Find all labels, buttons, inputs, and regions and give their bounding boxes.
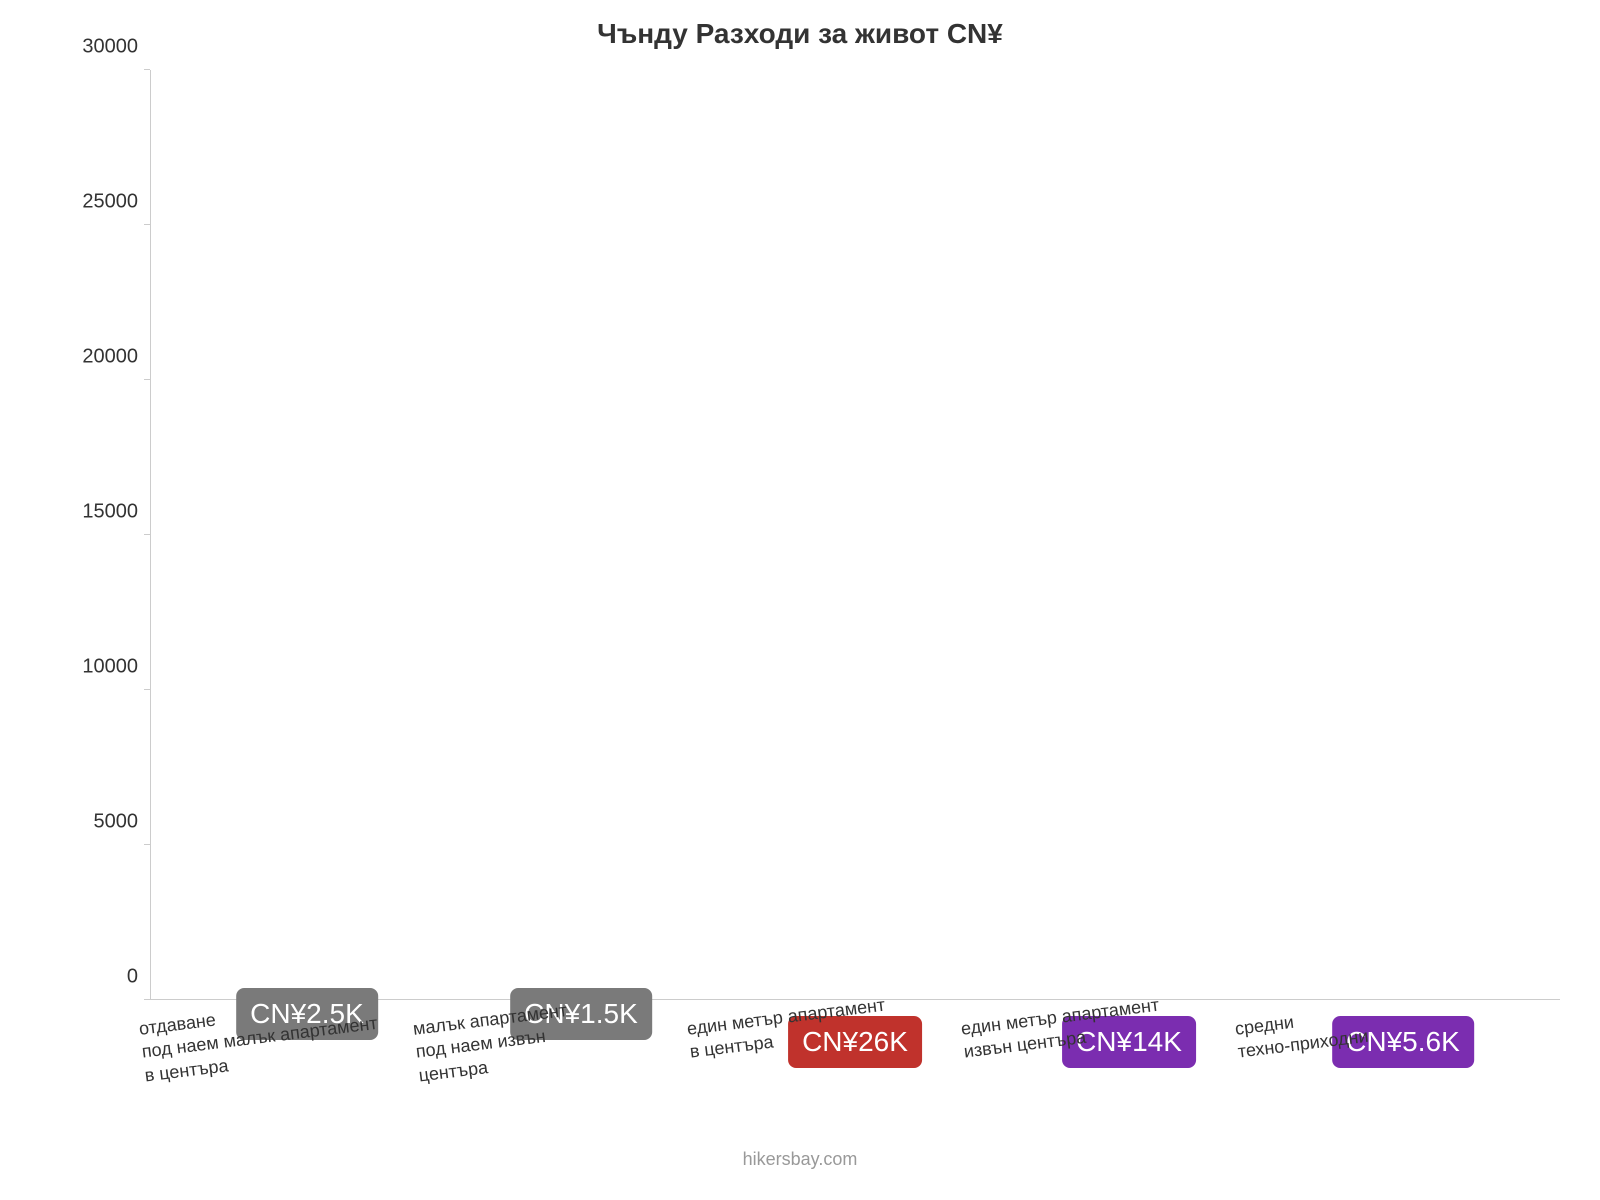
y-tick-label: 25000 xyxy=(82,191,150,214)
plot-area: CN¥2.5KCN¥1.5KCN¥26KCN¥14KCN¥5.6K 050001… xyxy=(150,70,1560,1000)
y-tick-mark xyxy=(144,224,150,225)
y-tick-mark xyxy=(144,689,150,690)
y-tick-mark xyxy=(144,534,150,535)
y-tick-label: 0 xyxy=(127,966,150,989)
x-category-label: малък апартамент под наем извън центъра xyxy=(444,1012,718,1112)
x-category-label: средни техно-приходни xyxy=(1266,1012,1540,1112)
y-tick-mark xyxy=(144,844,150,845)
y-tick-mark xyxy=(144,69,150,70)
chart-container: Чънду Разходи за живот CN¥ CN¥2.5KCN¥1.5… xyxy=(0,0,1600,1200)
y-tick-mark xyxy=(144,999,150,1000)
y-tick-mark xyxy=(144,379,150,380)
x-category-label: един метър апартамент в центъра xyxy=(718,1012,992,1112)
y-tick-label: 15000 xyxy=(82,501,150,524)
x-category-label: отдаване под наем малък апартамент в цен… xyxy=(170,1012,444,1112)
chart-title: Чънду Разходи за живот CN¥ xyxy=(0,18,1600,50)
y-tick-label: 10000 xyxy=(82,656,150,679)
bars-group: CN¥2.5KCN¥1.5KCN¥26KCN¥14KCN¥5.6K xyxy=(150,70,1560,1000)
y-tick-label: 30000 xyxy=(82,36,150,59)
x-category-labels: отдаване под наем малък апартамент в цен… xyxy=(150,1012,1560,1112)
x-category-label: един метър апартамент извън центъра xyxy=(992,1012,1266,1112)
footer-source: hikersbay.com xyxy=(0,1149,1600,1170)
y-tick-label: 20000 xyxy=(82,346,150,369)
y-tick-label: 5000 xyxy=(94,811,151,834)
